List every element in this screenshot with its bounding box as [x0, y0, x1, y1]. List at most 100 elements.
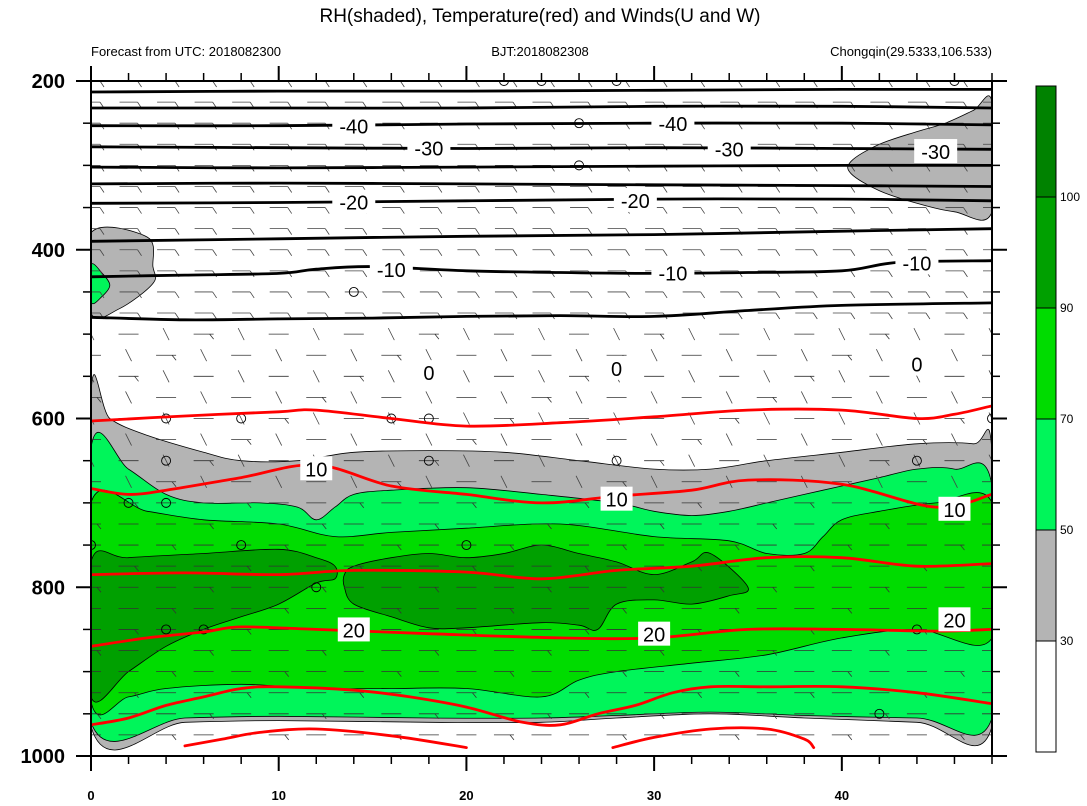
isotherm--30-3: [91, 145, 992, 151]
y-tick-label: 800: [32, 577, 65, 599]
wind-barb-flag: [212, 186, 217, 193]
wind-barb-flag: [662, 207, 668, 214]
wind-barb-flag: [659, 460, 665, 466]
wind-barb-flag: [772, 587, 778, 593]
x-tick-label: 20: [459, 788, 473, 803]
isotherm-label-box: [651, 260, 695, 285]
wind-barb: [988, 370, 992, 378]
plot-area: -40 -40 -30 -30 -30 -20 -20 -10 -10 -10 0 0 0 10 10 10 2…: [91, 81, 1005, 751]
wind-barb: [951, 475, 958, 488]
wind-barb: [387, 454, 395, 467]
wind-barb-flag: [925, 207, 931, 214]
calm-wind-marker: [236, 540, 247, 551]
wind-barb-flag: [1001, 102, 1005, 108]
wind-barb-flag: [888, 291, 893, 299]
wind-barb-flag: [659, 333, 665, 340]
wind-barb-flag: [737, 291, 743, 299]
wind-barb-flag: [400, 207, 405, 214]
wind-barb: [613, 327, 620, 341]
wind-barb-flag: [697, 692, 702, 698]
isotherm-0-10: [91, 404, 992, 428]
wind-barb-flag: [400, 291, 405, 299]
wind-barb-flag: [584, 692, 590, 698]
colorbar-label: 90: [1060, 301, 1074, 315]
wind-barb-flag: [550, 249, 555, 256]
isotherm-line-4: [91, 163, 992, 170]
wind-barb-flag: [397, 544, 402, 551]
wind-barb-flag: [397, 481, 402, 488]
wind-barb-flag: [697, 439, 702, 445]
wind-barb-flag: [847, 354, 853, 361]
isotherm-label: -30: [715, 140, 744, 162]
wind-barb-flag: [734, 671, 740, 677]
wind-barb-flag: [209, 587, 214, 593]
isotherm-label: -40: [658, 114, 687, 136]
isotherm-line-15: [183, 727, 468, 749]
wind-barb-flag: [246, 692, 252, 698]
wind-barb-flag: [1001, 271, 1005, 277]
wind-barb-flag: [960, 734, 965, 741]
wind-barb-flag: [434, 650, 440, 656]
wind-barb: [538, 454, 545, 467]
wind-barb-flag: [809, 565, 815, 572]
calm-wind-marker: [161, 455, 172, 466]
isotherm-line-7: [91, 227, 992, 243]
wind-barb-flag: [249, 291, 255, 299]
isotherm-label-box: [332, 113, 376, 138]
wind-barb-flag: [437, 270, 443, 278]
wind-barb-flag: [324, 186, 330, 193]
calm-wind-marker: [611, 455, 622, 466]
wind-barb-flag: [922, 439, 928, 445]
calm-wind-marker: [123, 497, 134, 508]
wind-barb-flag: [960, 544, 965, 551]
wind-barb: [913, 327, 921, 341]
y-tick-label: 200: [32, 71, 65, 93]
wind-barb-flag: [850, 249, 856, 256]
wind-barb-flag: [850, 291, 856, 299]
wind-barb-flag: [321, 650, 327, 656]
isotherm-label: 10: [305, 459, 327, 481]
wind-barb: [463, 370, 470, 383]
x-tick-label: 10: [271, 788, 285, 803]
wind-barb-flag: [475, 291, 480, 299]
wind-barb-flag: [885, 650, 890, 656]
isotherm-line-1: [91, 104, 992, 110]
wind-barb-flag: [550, 207, 555, 214]
wind-barb: [650, 391, 658, 404]
wind-barb-flag: [697, 565, 702, 572]
calm-wind-marker: [348, 286, 359, 297]
wind-barb-flag: [885, 460, 890, 466]
wind-barb-flag: [885, 713, 890, 720]
wind-barb-flag: [885, 523, 890, 530]
wind-barb: [350, 433, 358, 446]
isotherm-label: 20: [643, 625, 665, 647]
colorbar-segment: [1035, 418, 1057, 531]
isotherm--20-6: [91, 197, 992, 205]
wind-barb-flag: [137, 228, 142, 235]
wind-barb: [876, 391, 883, 404]
wind-barb-flag: [137, 249, 142, 256]
wind-barb: [425, 391, 433, 404]
wind-barb-flag: [472, 692, 477, 698]
wind-barb: [538, 327, 545, 341]
isotherm-label-box: [638, 621, 671, 646]
y-tick-label: 400: [32, 240, 65, 262]
colorbar-segment: [1035, 196, 1057, 309]
colorbar-segment: [1035, 640, 1057, 753]
wind-barb-flag: [584, 502, 590, 509]
wind-barb-flag: [1001, 186, 1005, 192]
wind-barb-flag: [359, 502, 365, 509]
wind-barb: [800, 349, 808, 362]
wind-barb-flag: [434, 587, 440, 593]
wind-barb-flag: [775, 291, 781, 299]
wind-barb-flag: [547, 650, 552, 656]
wind-barb: [725, 433, 733, 446]
wind-barb-flag: [212, 312, 217, 320]
isotherm-label-box: [606, 355, 628, 380]
wind-barb-flag: [963, 312, 968, 320]
wind-barb-flag: [587, 207, 593, 214]
wind-barb-flag: [850, 270, 856, 278]
isotherm-line-9: [91, 301, 992, 322]
wind-barb-flag: [998, 651, 1002, 656]
